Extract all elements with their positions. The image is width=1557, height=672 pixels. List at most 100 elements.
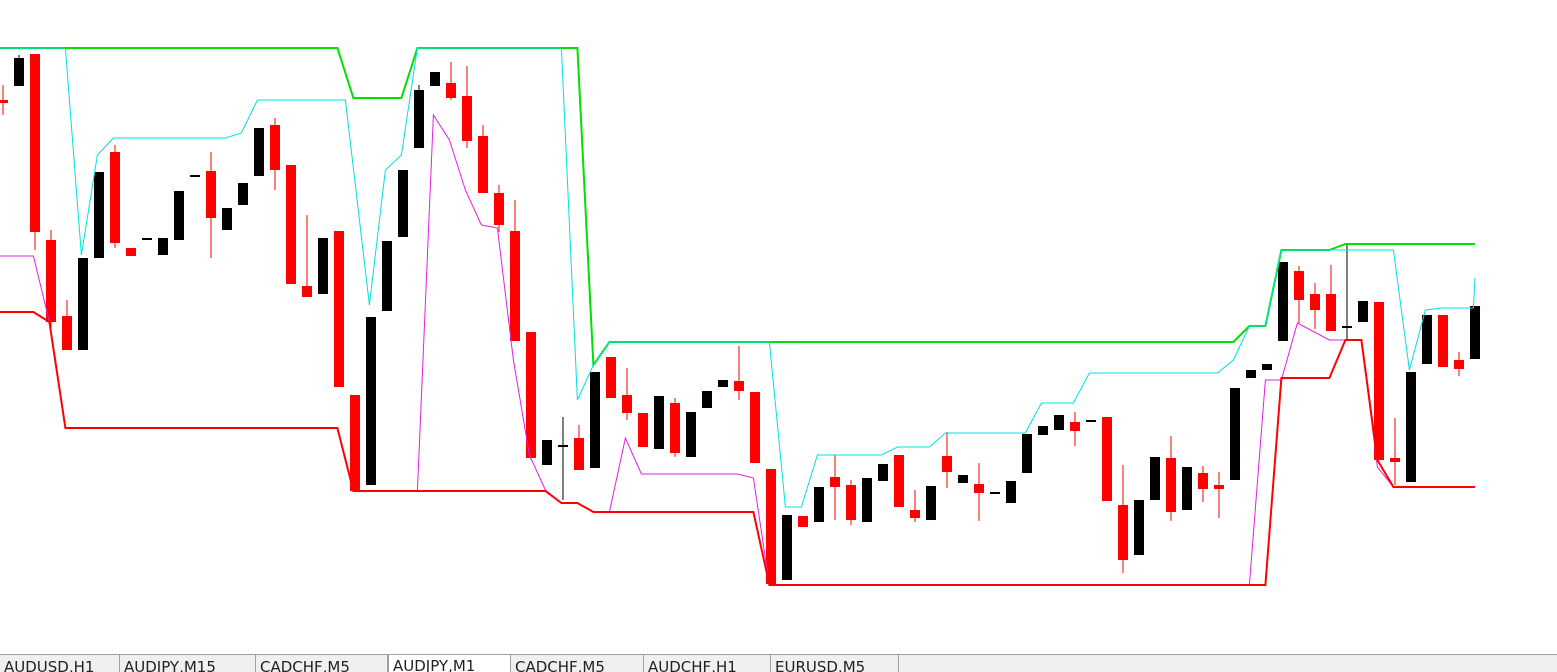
candle-body [142, 238, 152, 240]
candle-body [1374, 302, 1384, 460]
candle-body [1294, 271, 1304, 300]
candle-body [1166, 458, 1176, 512]
candle-body [366, 317, 376, 485]
candle-body [766, 469, 776, 584]
candle-body [510, 231, 520, 341]
candle-body [926, 486, 936, 520]
candle-body [318, 238, 328, 294]
candle-body [574, 438, 584, 470]
candle-body [78, 258, 88, 350]
candle-body [542, 440, 552, 465]
candle-body [334, 231, 344, 387]
chart-tab[interactable]: EURUSD,M5 [771, 655, 899, 672]
chart-tab[interactable]: AUDUSD,H1 [0, 655, 120, 672]
candle-body [414, 90, 424, 148]
candle-body [638, 413, 648, 447]
candle-body [830, 477, 840, 487]
candle-body [686, 412, 696, 457]
candle-body [110, 152, 120, 243]
candle-body [1358, 301, 1368, 322]
indicator-line [0, 113, 1475, 586]
candle-body [174, 191, 184, 240]
candle-body [526, 332, 536, 458]
candle-body [494, 193, 504, 225]
candle-body [94, 172, 104, 258]
candle-body [1006, 481, 1016, 503]
candle-body [206, 171, 216, 218]
candle-body [1422, 315, 1432, 364]
chart-tab[interactable]: CADCHF,M5 [256, 655, 388, 672]
candle-body [462, 96, 472, 141]
chart-tab[interactable]: AUDJPY,M1 [388, 655, 511, 672]
candle-body [446, 83, 456, 98]
candle-body [1230, 388, 1240, 480]
candle-body [398, 170, 408, 237]
candle-body [718, 380, 728, 387]
candle-body [1390, 458, 1400, 462]
candle-body [702, 391, 712, 408]
candle-body [286, 165, 296, 284]
candle-body [894, 455, 904, 507]
candle-body [1054, 415, 1064, 430]
candle-body [974, 484, 984, 493]
candle-body [1070, 422, 1080, 431]
candle-body [654, 396, 664, 449]
candle-body [1342, 326, 1352, 328]
candle-body [430, 72, 440, 86]
candle-body [558, 445, 568, 447]
candle-body [1150, 457, 1160, 500]
candle-body [238, 183, 248, 205]
candle-body [670, 403, 680, 453]
candle-body [1454, 360, 1464, 369]
candle-body [1278, 262, 1288, 341]
candle-body [862, 478, 872, 522]
candle-body [958, 475, 968, 483]
candle-body [782, 515, 792, 580]
candle-body [1022, 434, 1032, 473]
candle-body [0, 100, 8, 103]
candle-body [734, 381, 744, 391]
candle-body [190, 175, 200, 177]
candle-body [1262, 364, 1272, 370]
candle-body [1470, 306, 1480, 359]
indicator-line [0, 311, 1475, 586]
candle-body [1134, 500, 1144, 555]
chart-tab[interactable]: AUDCHF,H1 [644, 655, 771, 672]
chart-tab[interactable]: CADCHF,M5 [511, 655, 644, 672]
chart-tab[interactable]: AUDJPY,M15 [120, 655, 256, 672]
candle-body [846, 485, 856, 520]
candle-body [1102, 417, 1112, 501]
candle-body [1310, 294, 1320, 310]
candle-body [46, 240, 56, 322]
candle-body [382, 241, 392, 311]
candle-body [1198, 473, 1208, 489]
candle-body [942, 456, 952, 472]
candle-body [1118, 505, 1128, 560]
candle-body [1038, 426, 1048, 435]
candle-body [1438, 315, 1448, 367]
candle-body [350, 395, 360, 491]
candle-body [910, 510, 920, 518]
candle-body [478, 136, 488, 193]
candle-body [878, 464, 888, 481]
candle-body [1326, 294, 1336, 331]
candle-body [14, 58, 24, 86]
candle-body [158, 238, 168, 255]
candle-body [254, 128, 264, 176]
candle-body [1406, 372, 1416, 482]
candle-body [622, 395, 632, 413]
candle-body [798, 516, 808, 527]
candle-body [126, 248, 136, 256]
candle-body [590, 372, 600, 468]
candle-body [62, 316, 72, 350]
candle-body [750, 392, 760, 463]
tab-bar: AUDUSD,H1 AUDJPY,M15 CADCHF,M5 AUDJPY,M1 CAD… [0, 654, 1557, 672]
candle-body [606, 357, 616, 398]
indicator-line [0, 47, 1476, 508]
candle-body [990, 492, 1000, 494]
chart [0, 47, 1480, 586]
candle-body [222, 208, 232, 230]
candle-body [30, 54, 40, 232]
candle-body [814, 487, 824, 522]
candle-body [1182, 467, 1192, 510]
